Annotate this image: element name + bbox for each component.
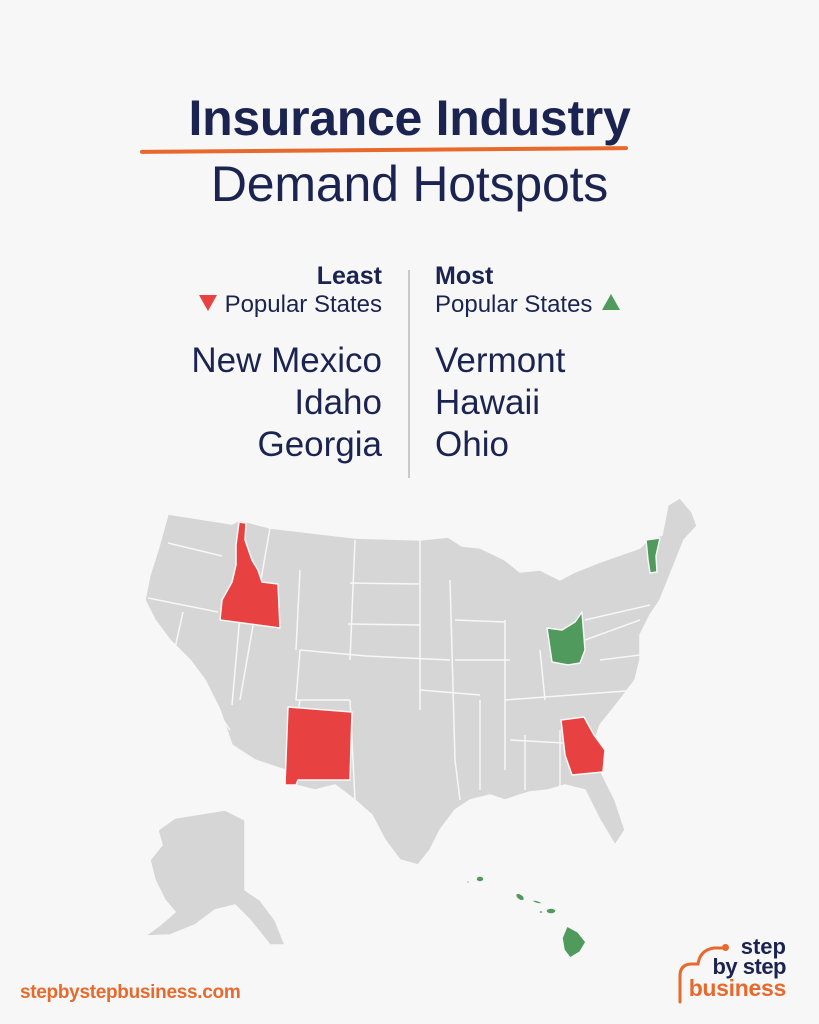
list-item: Georgia	[257, 425, 382, 464]
least-heading: Least	[316, 262, 382, 290]
legend: Least Popular States New Mexico Idaho Ge…	[0, 262, 819, 482]
us-mainland	[144, 497, 698, 866]
most-subheading-row: Popular States	[435, 290, 621, 320]
least-popular-column: Least Popular States New Mexico Idaho Ge…	[191, 262, 382, 466]
logo-line-1: step	[740, 934, 786, 959]
logo-dot-icon	[722, 944, 729, 951]
most-popular-column: Most Popular States Vermont Hawaii Ohio	[435, 262, 621, 466]
most-heading: Most	[435, 262, 494, 290]
list-item: Vermont	[435, 341, 566, 380]
column-divider	[408, 270, 410, 478]
logo-arc-icon	[678, 946, 724, 1004]
state-idaho	[219, 521, 281, 629]
least-subheading-row: Popular States	[191, 290, 382, 320]
triangle-down-icon	[198, 295, 217, 311]
brand-logo: step by step business	[668, 936, 798, 1006]
logo-line-3: business	[688, 975, 787, 1001]
page-title: Insurance Industry Demand Hotspots	[0, 88, 819, 214]
least-subheading: Popular States	[224, 291, 382, 318]
state-ohio	[546, 611, 586, 666]
state-hawaii	[465, 875, 587, 959]
most-subheading: Popular States	[435, 291, 593, 318]
state-vermont	[645, 537, 661, 574]
triangle-up-icon	[602, 294, 621, 310]
state-georgia	[560, 716, 606, 776]
list-item: Idaho	[294, 383, 382, 422]
us-map	[144, 497, 698, 959]
most-state-list: Vermont Hawaii Ohio	[435, 340, 620, 466]
least-state-list: New Mexico Idaho Georgia	[191, 340, 382, 466]
list-item: Ohio	[435, 425, 509, 464]
alaska	[144, 809, 286, 946]
state-new-mexico	[284, 706, 353, 786]
title-line-1: Insurance Industry	[188, 90, 631, 146]
footer-url-link[interactable]: stepbystepbusiness.com	[20, 982, 241, 1003]
logo-line-2: by step	[712, 954, 786, 979]
list-item: Hawaii	[435, 383, 541, 422]
title-line-2: Demand Hotspots	[210, 156, 609, 212]
list-item: New Mexico	[191, 341, 382, 380]
